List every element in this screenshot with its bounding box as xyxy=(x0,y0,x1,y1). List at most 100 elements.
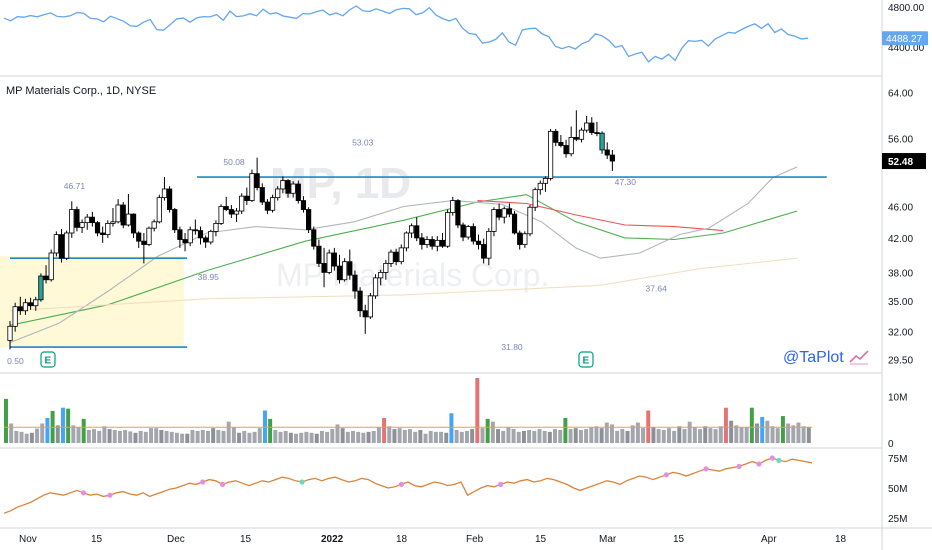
volume-bar xyxy=(687,421,692,443)
rs-new-high-dot xyxy=(756,461,762,467)
volume-bar xyxy=(299,432,304,443)
candle-body xyxy=(599,132,605,151)
volume-bar xyxy=(408,429,412,443)
price-levels xyxy=(10,176,827,348)
volume-bar xyxy=(304,431,309,443)
volume-bar xyxy=(563,417,568,443)
earnings-marker-2[interactable]: E xyxy=(578,351,594,368)
index-tick-label: 4800.00 xyxy=(888,3,925,14)
candle-body xyxy=(321,263,327,273)
candle-body xyxy=(532,189,538,208)
earnings-marker-1[interactable]: E xyxy=(40,351,56,368)
volume-bar xyxy=(86,430,91,443)
volume-bar xyxy=(335,424,340,443)
volume-bar xyxy=(159,430,164,443)
volume-bar xyxy=(744,427,749,443)
x-tick-label: 18 xyxy=(396,534,408,545)
last-price-value: 52.48 xyxy=(888,157,913,168)
candle-body xyxy=(269,197,276,211)
volume-bar xyxy=(288,432,293,443)
volume-bar xyxy=(195,430,200,443)
rs-new-high-dot xyxy=(703,466,709,472)
volume-bar xyxy=(164,430,169,443)
candle-body xyxy=(259,187,265,203)
volume-bar xyxy=(672,430,677,443)
x-tick-label: 15 xyxy=(91,534,103,545)
volume-bar xyxy=(402,430,407,443)
candle-body xyxy=(439,239,446,247)
candle-body xyxy=(553,130,559,143)
volume-bar xyxy=(138,430,143,443)
volume-bar xyxy=(610,424,614,443)
volume-bar xyxy=(475,378,480,443)
volume-bar xyxy=(573,428,578,443)
watermark-symbol: MP, 1D xyxy=(270,159,411,208)
volume-bar xyxy=(237,432,242,443)
price-annotation: 37.64 xyxy=(646,284,668,294)
candle-body xyxy=(475,240,482,245)
candle-body xyxy=(228,209,234,215)
volume-bar xyxy=(604,422,609,443)
volume-bar xyxy=(718,426,723,443)
axes: 64.00 56.00 46.00 42.00 38.00 35.00 32.00 29.50… xyxy=(19,89,913,545)
candle-body xyxy=(136,232,142,242)
candle-body xyxy=(33,299,39,307)
moving-average-1 xyxy=(9,194,798,326)
volume-bar xyxy=(247,432,252,443)
candle-body xyxy=(74,209,80,228)
volume-bar xyxy=(433,431,438,443)
rs-new-high-dot xyxy=(200,479,206,485)
candle-body xyxy=(48,252,54,281)
volume-bar xyxy=(770,426,775,443)
candle-body xyxy=(192,229,198,232)
candle-body xyxy=(300,200,307,210)
candle-body xyxy=(609,154,615,162)
x-tick-label: Dec xyxy=(167,534,185,545)
candle-body xyxy=(172,209,178,231)
candle-body xyxy=(203,237,209,243)
volume-bar xyxy=(755,423,760,443)
candle-body xyxy=(285,180,291,194)
volume-bar xyxy=(599,428,604,443)
volume-bar xyxy=(578,430,583,443)
volume-bar xyxy=(511,429,516,443)
index-last-value: 4488.27 xyxy=(886,34,923,45)
candle-body xyxy=(208,230,214,243)
candle-body xyxy=(244,195,250,201)
taplot-logo: @TaPlot xyxy=(783,349,869,366)
candle-body xyxy=(306,209,312,231)
candle-body xyxy=(233,210,240,215)
rs-new-high-dot xyxy=(80,490,87,496)
volume-bar xyxy=(537,429,542,443)
candle-body xyxy=(481,244,487,259)
volume-bar xyxy=(765,420,770,443)
candle-body xyxy=(53,234,59,254)
rs-tick-label: 50M xyxy=(888,484,907,495)
x-tick-label: Feb xyxy=(466,534,484,545)
candle-body xyxy=(568,137,574,155)
volume-bar xyxy=(102,426,107,443)
volume-bar xyxy=(35,428,40,443)
candle-body xyxy=(594,132,600,134)
candle-body xyxy=(311,229,317,247)
volume-bar xyxy=(723,407,728,443)
volume-bar xyxy=(615,430,620,443)
candle-body xyxy=(352,274,358,292)
volume-bar xyxy=(801,426,806,443)
candle-body xyxy=(100,232,106,236)
candle-body xyxy=(362,310,368,318)
volume-bar xyxy=(55,425,60,443)
volume-bar xyxy=(19,431,24,443)
x-tick-label: Apr xyxy=(761,534,777,545)
candle-body xyxy=(146,227,152,245)
volume-bar xyxy=(418,430,423,443)
volume-bar xyxy=(206,430,210,443)
candle-body xyxy=(403,232,410,249)
volume-bar xyxy=(692,427,697,443)
svg-text:E: E xyxy=(45,356,52,367)
volume-bar xyxy=(211,428,216,443)
candle-body xyxy=(58,234,65,259)
volume-bar xyxy=(464,430,469,443)
candle-body xyxy=(22,302,29,312)
